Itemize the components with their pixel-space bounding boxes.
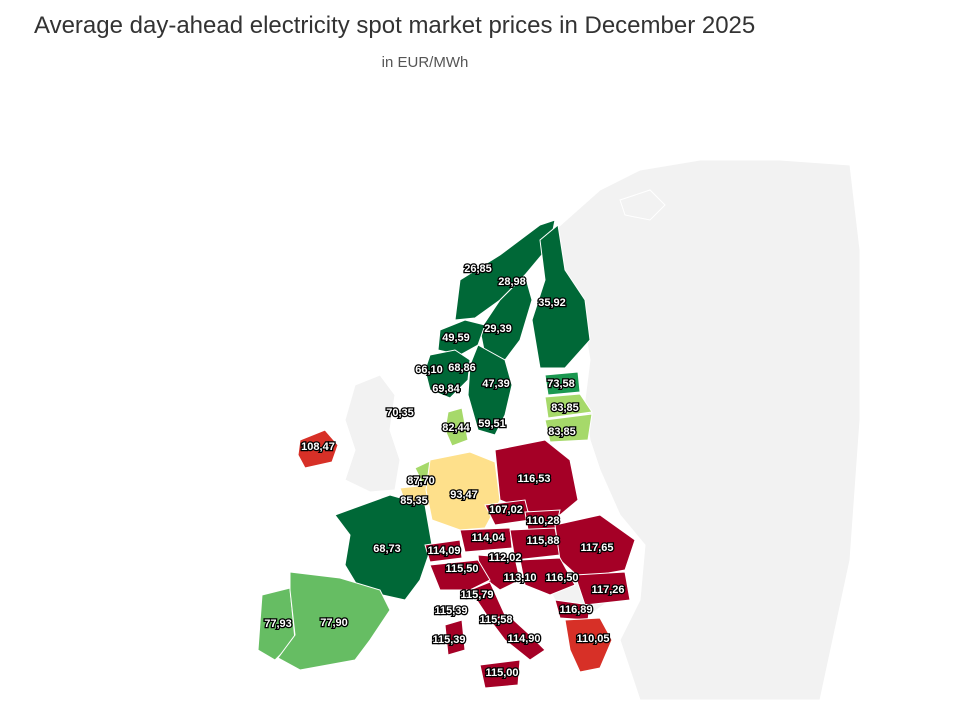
price-label-poland: 116,53 bbox=[517, 473, 550, 485]
zone-greece bbox=[564, 617, 613, 673]
price-label-croatia: 113,10 bbox=[503, 572, 536, 584]
price-label-norway-no2: 69,84 bbox=[432, 383, 460, 395]
zone-france bbox=[334, 494, 433, 601]
price-label-germany: 93,47 bbox=[450, 489, 478, 501]
price-label-slovenia: 112,02 bbox=[488, 552, 521, 564]
great-britain-background bbox=[344, 374, 401, 493]
price-labels: 26,85 28,98 35,92 29,39 49,59 66,10 68,8… bbox=[263, 262, 626, 681]
zone-serbia bbox=[519, 557, 576, 596]
bidding-zones bbox=[257, 219, 636, 689]
price-label-ireland: 108,47 bbox=[301, 441, 335, 453]
zone-sardinia bbox=[444, 619, 466, 656]
background-land bbox=[344, 159, 861, 701]
price-label-finland: 35,92 bbox=[538, 297, 566, 309]
price-label-italy-central-north: 115,79 bbox=[460, 589, 493, 601]
zone-austria bbox=[459, 527, 513, 553]
price-label-italy-sardinia-north: 115,39 bbox=[434, 605, 467, 617]
zone-norway-north bbox=[454, 219, 556, 321]
price-label-serbia: 116,50 bbox=[545, 572, 578, 584]
price-label-north-macedonia: 116,89 bbox=[559, 604, 592, 616]
chart-title: Average day-ahead electricity spot marke… bbox=[34, 12, 756, 39]
zone-latvia bbox=[544, 393, 593, 419]
price-label-north-sea: 70,35 bbox=[386, 407, 414, 419]
price-label-sweden-se4: 59,51 bbox=[478, 418, 506, 430]
price-label-czechia: 107,02 bbox=[489, 504, 523, 516]
price-label-greece: 110,05 bbox=[576, 633, 609, 645]
price-label-sweden-se2: 29,39 bbox=[484, 323, 512, 335]
zone-italy-south bbox=[489, 614, 546, 661]
zone-italy-north bbox=[429, 559, 491, 591]
price-label-italy-central-south: 115,58 bbox=[479, 614, 512, 626]
price-label-slovakia: 110,28 bbox=[526, 515, 559, 527]
price-label-spain: 77,90 bbox=[320, 617, 348, 629]
price-label-hungary: 115,88 bbox=[526, 535, 559, 547]
price-label-latvia: 83,85 bbox=[551, 402, 579, 414]
price-label-norway-no3: 49,59 bbox=[442, 332, 470, 344]
price-label-italy-north: 115,50 bbox=[445, 563, 478, 575]
price-label-switzerland: 114,09 bbox=[427, 545, 460, 557]
zone-lithuania bbox=[544, 413, 593, 443]
zone-norway-south bbox=[424, 349, 471, 399]
zone-sweden-south bbox=[467, 344, 513, 436]
price-label-sweden-se1: 28,98 bbox=[498, 276, 526, 288]
russia-background bbox=[554, 159, 861, 701]
price-label-france: 68,73 bbox=[373, 543, 401, 555]
price-label-norway-no5: 66,10 bbox=[415, 364, 443, 376]
zone-spain bbox=[277, 571, 391, 671]
iceland-background bbox=[619, 189, 666, 221]
price-label-norway-no1: 68,86 bbox=[448, 362, 476, 374]
price-label-estonia: 73,58 bbox=[547, 378, 575, 390]
price-label-romania: 117,65 bbox=[580, 542, 613, 554]
price-label-sardinia: 115,39 bbox=[432, 634, 465, 646]
zone-italy-central bbox=[469, 581, 506, 621]
price-label-belgium: 85,35 bbox=[400, 495, 428, 507]
zone-germany bbox=[425, 451, 501, 531]
zone-switzerland bbox=[424, 539, 463, 563]
price-label-lithuania: 83,85 bbox=[548, 426, 576, 438]
zone-estonia bbox=[544, 371, 581, 396]
price-label-denmark: 82,44 bbox=[442, 422, 470, 434]
chart-subtitle: in EUR/MWh bbox=[381, 54, 469, 71]
price-label-italy-south: 114,90 bbox=[507, 633, 540, 645]
price-label-austria: 114,04 bbox=[471, 532, 505, 544]
price-label-portugal: 77,93 bbox=[264, 618, 292, 630]
price-label-sicily: 115,00 bbox=[485, 667, 518, 679]
price-label-netherlands: 87,70 bbox=[407, 475, 435, 487]
zone-ireland bbox=[297, 429, 339, 469]
price-label-sweden-se3: 47,39 bbox=[482, 378, 510, 390]
price-label-bulgaria: 117,26 bbox=[591, 584, 624, 596]
zone-denmark bbox=[444, 407, 469, 447]
zone-bulgaria bbox=[574, 571, 631, 606]
zone-sicily bbox=[479, 659, 521, 689]
zone-finland bbox=[531, 224, 591, 369]
price-label-norway-no4: 26,85 bbox=[464, 263, 492, 275]
